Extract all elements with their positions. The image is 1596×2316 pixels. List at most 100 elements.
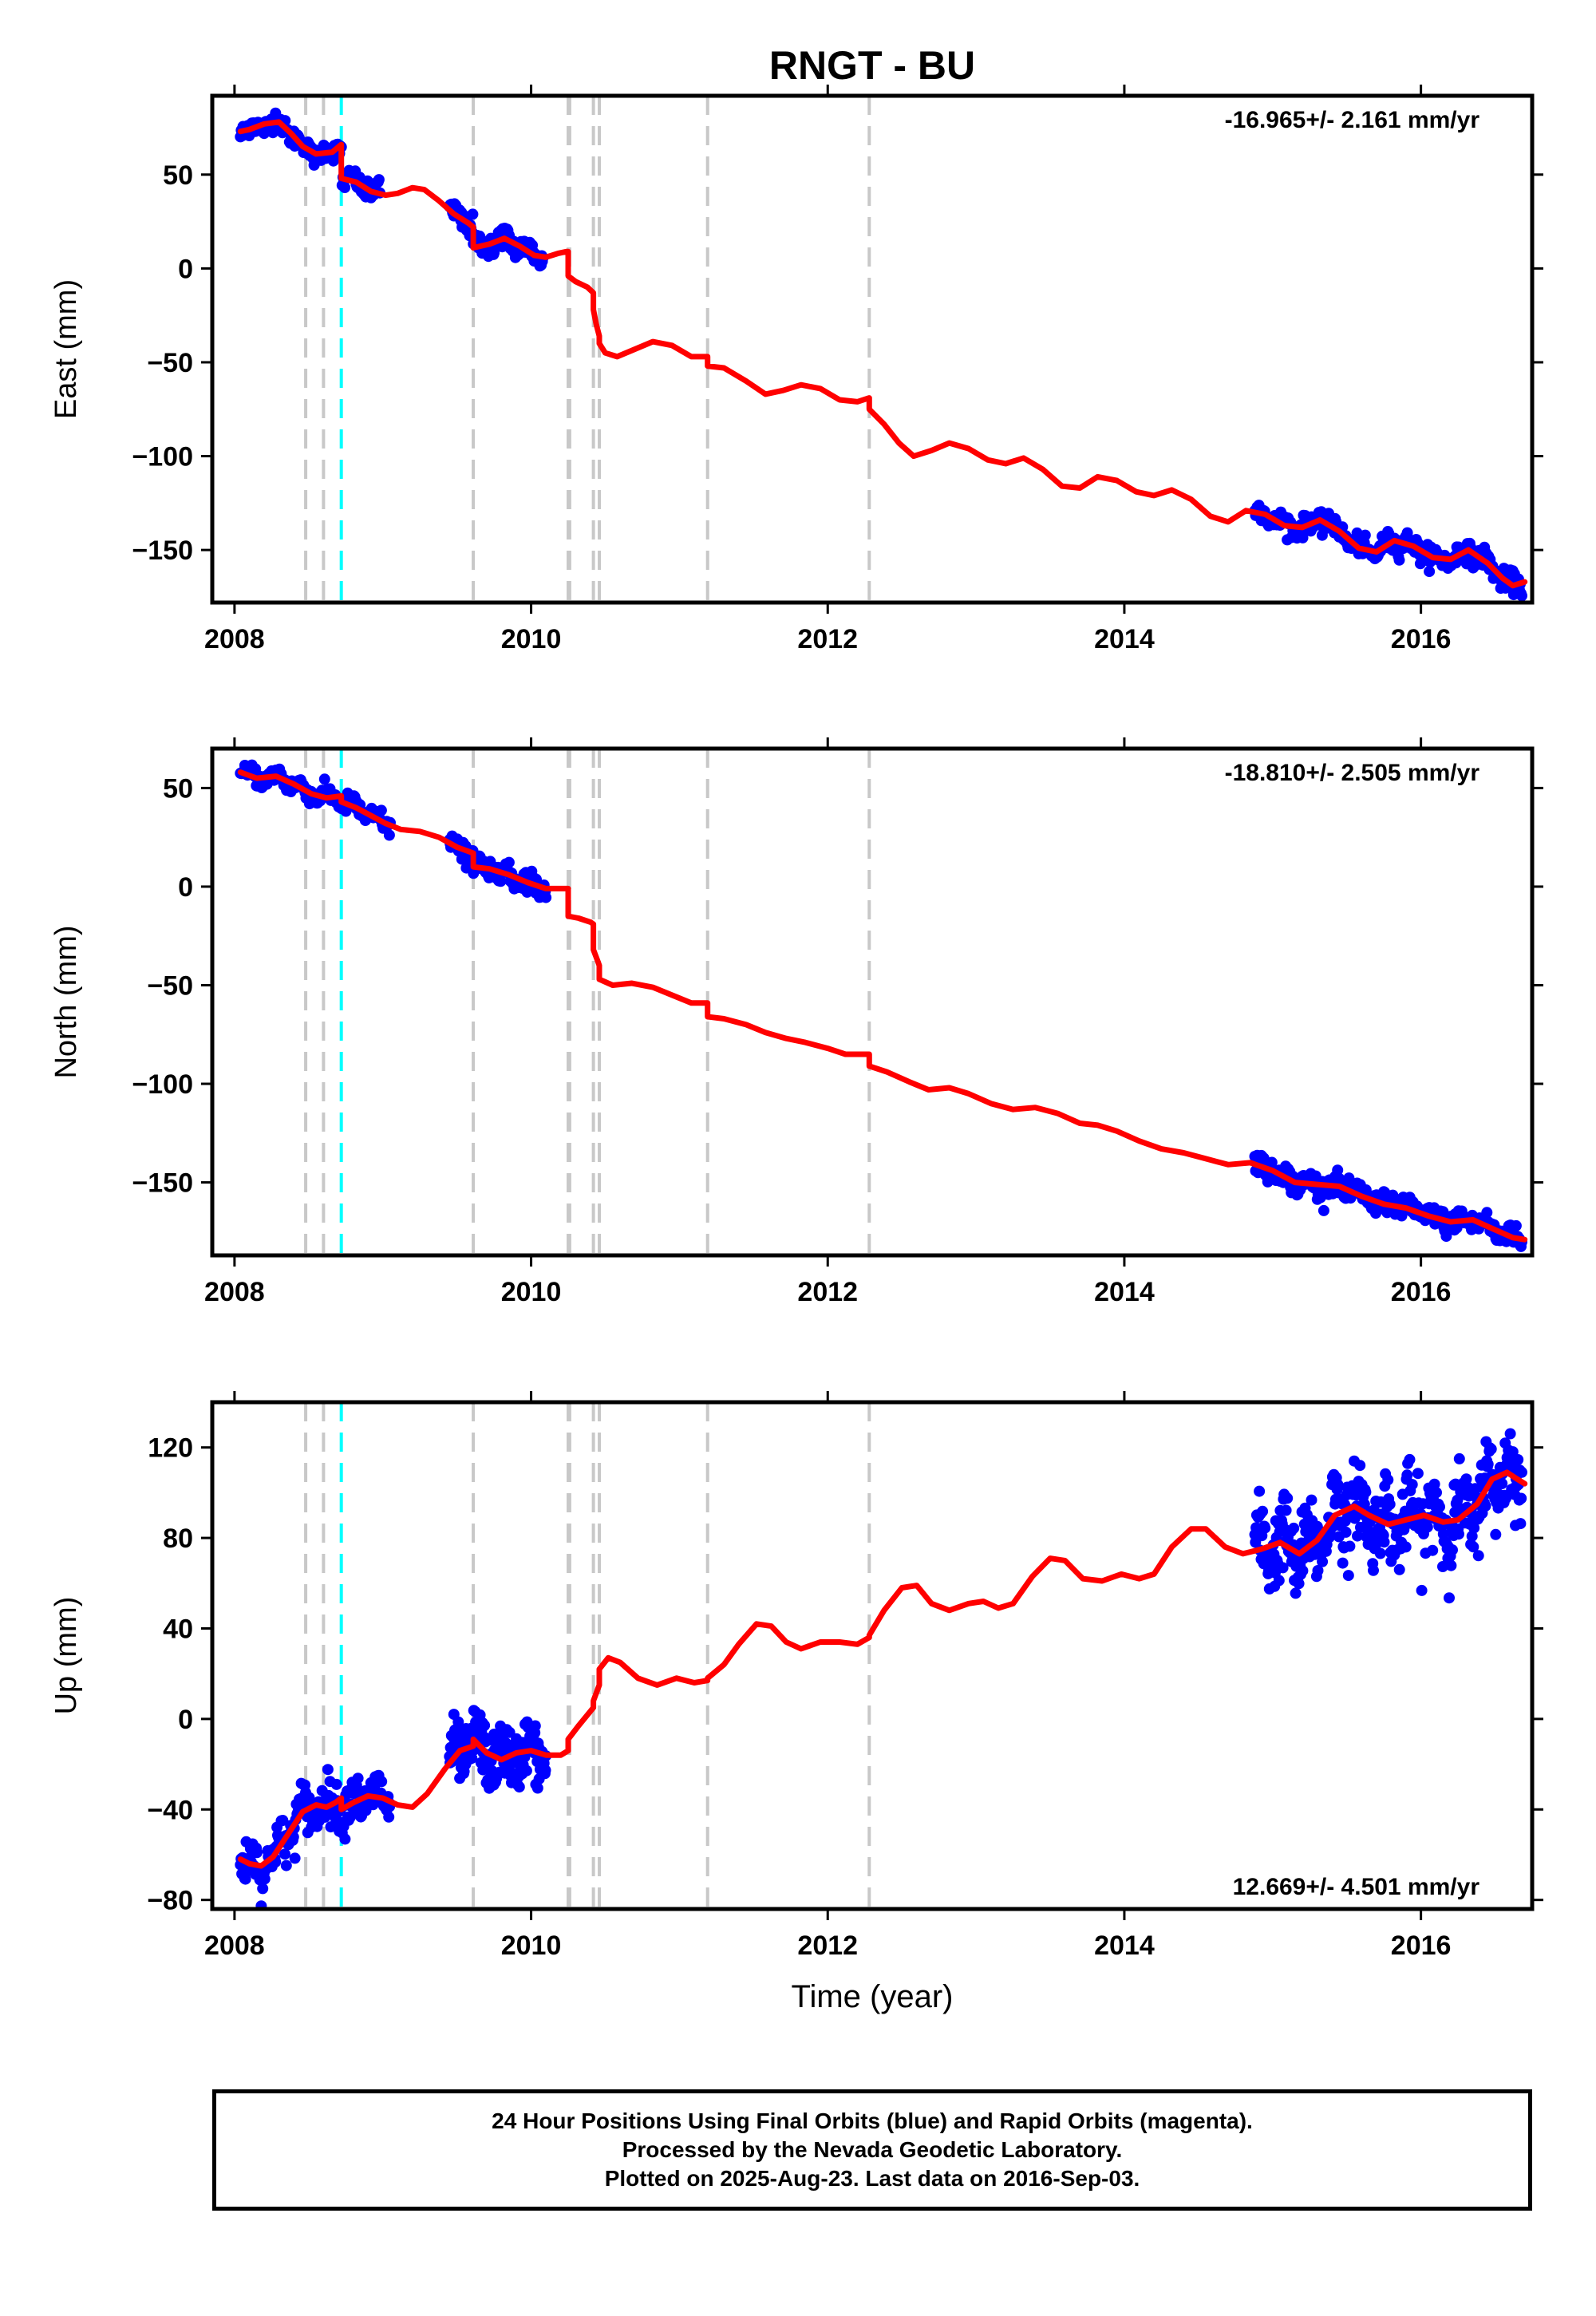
plot-area [235,1402,1528,1909]
data-point [1317,1555,1329,1567]
data-point [1340,1526,1352,1538]
x-tick-label: 2012 [797,1277,858,1307]
y-tick-label: 0 [178,872,193,903]
data-point [1481,1207,1493,1219]
y-tick-label: −100 [132,442,193,472]
data-point [339,182,351,193]
y-axis-label: North (mm) [49,925,83,1078]
data-point [1424,566,1436,578]
data-point [1404,1453,1416,1465]
data-point [1490,1528,1502,1540]
data-point [1460,1473,1472,1485]
data-point [1297,1565,1309,1577]
y-tick-label: 40 [163,1614,193,1644]
data-point [1515,1492,1527,1504]
y-tick-label: 0 [178,1705,193,1735]
data-point [322,1764,334,1776]
data-point [1447,1544,1458,1556]
x-tick-label: 2014 [1094,1931,1155,1961]
data-point [1297,532,1309,543]
data-point [1444,1592,1455,1604]
data-point [352,1773,364,1784]
data-point [1393,554,1405,566]
rate-label: 12.669+/- 4.501 mm/yr [1233,1874,1480,1900]
data-point [503,856,515,868]
plot-frame [210,746,1535,1258]
x-tick-label: 2012 [797,1931,858,1961]
data-point [376,1776,388,1788]
data-point [1453,1528,1464,1540]
data-point [318,773,330,785]
data-point [1368,1564,1379,1576]
data-point [1312,1565,1324,1576]
data-point [373,174,385,186]
rate-label: -18.810+/- 2.505 mm/yr [1225,760,1480,786]
data-point [255,1900,267,1909]
y-tick-label: −50 [147,970,193,1001]
data-point [1437,1561,1448,1572]
caption-box: 24 Hour Positions Using Final Orbits (bl… [212,2089,1532,2211]
data-point [1378,1536,1390,1548]
data-point [1427,1544,1439,1556]
y-tick-label: −40 [147,1795,193,1825]
data-point [339,1833,351,1845]
data-point [1290,1587,1302,1599]
panel-up: 2008 2010 2012 2014 2016 −80 −40 0 40 80 120 Up (mm… [49,1391,1543,1961]
y-tick-label: −100 [132,1069,193,1100]
caption-line-3: Plotted on 2025-Aug-23. Last data on 201… [604,2166,1140,2191]
y-axis-label: Up (mm) [49,1597,83,1715]
plot-frame [210,93,1535,605]
x-tick-label: 2014 [1094,1277,1155,1307]
data-point [1406,1479,1418,1491]
model-fit-line [237,1469,1528,1869]
data-point [1479,1500,1491,1512]
x-tick-label: 2008 [204,1931,265,1961]
data-point [279,1848,290,1860]
data-point [375,804,387,816]
data-point [479,1720,491,1731]
data-point [330,1778,342,1790]
data-point [1354,1460,1366,1472]
data-point [383,1811,395,1823]
data-point [1266,1156,1278,1168]
y-tick-label: −50 [147,348,193,378]
y-tick-label: 0 [178,254,193,284]
caption-line-2: Processed by the Nevada Geodetic Laborat… [622,2137,1123,2162]
data-point [1507,1446,1519,1458]
y-tick-label: −80 [147,1886,193,1916]
data-point [1288,1522,1300,1534]
data-point [1412,1468,1424,1480]
data-point [1374,1547,1386,1559]
x-tick-label: 2010 [501,624,562,654]
data-point [289,1852,301,1864]
plot-frame [210,1400,1535,1911]
data-point [513,1781,525,1793]
model-fit-line [237,769,1528,1243]
data-point [239,1873,251,1885]
data-point [1485,1443,1497,1455]
data-point [251,1847,263,1859]
y-tick-label: 50 [163,773,193,804]
plot-area [235,96,1528,603]
data-point [1431,1487,1442,1499]
data-point [539,1765,551,1777]
data-point [540,891,552,903]
data-point [466,1753,478,1765]
data-point [1515,1518,1527,1530]
data-point [1273,1575,1285,1587]
x-tick-label: 2008 [204,624,265,654]
data-point [1280,1504,1292,1516]
data-point [495,875,507,887]
panels: 2008 2010 2012 2014 2016 −150 −100 −50 0 50 East (… [49,85,1543,1961]
data-point [1359,529,1371,541]
data-point [1344,1540,1356,1552]
x-axis: 2008 2010 2012 2014 2016 [204,737,1451,1307]
x-tick-label: 2016 [1391,624,1452,654]
chart-title: RNGT - BU [769,43,975,88]
x-axis-label: Time (year) [792,1979,954,2014]
data-point [1254,1485,1266,1497]
rate-label: -16.965+/- 2.161 mm/yr [1225,107,1480,133]
x-tick-label: 2016 [1391,1277,1452,1307]
x-tick-label: 2010 [501,1277,562,1307]
